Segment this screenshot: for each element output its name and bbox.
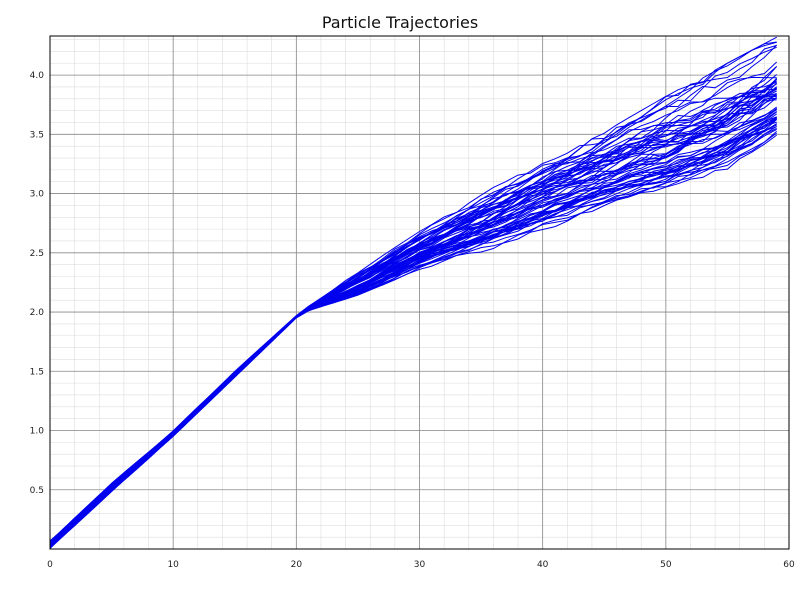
trajectory-line <box>49 118 777 548</box>
y-tick-label: 0.5 <box>30 486 44 496</box>
x-tick-label: 50 <box>660 560 672 570</box>
trajectory-line <box>49 134 777 548</box>
y-tick-label: 2.5 <box>30 249 44 259</box>
trajectory-line <box>49 44 778 544</box>
trajectory-line <box>49 132 777 548</box>
trajectory-line <box>49 66 778 543</box>
trajectory-line <box>49 113 777 548</box>
trajectory-line <box>49 125 777 548</box>
trajectory-line <box>49 119 778 547</box>
x-tick-label: 30 <box>414 560 426 570</box>
trajectory-line <box>49 44 777 543</box>
y-tick-label: 4.0 <box>30 71 45 81</box>
series-layer <box>49 36 778 549</box>
y-tick-label: 1.5 <box>30 367 44 377</box>
trajectory-line <box>49 116 777 547</box>
trajectory-line <box>49 90 777 545</box>
x-tick-label: 10 <box>167 560 179 570</box>
trajectory-line <box>49 111 778 548</box>
trajectory-line <box>49 108 778 547</box>
y-tick-label: 2.0 <box>30 308 45 318</box>
x-tick-label: 60 <box>783 560 795 570</box>
trajectory-line <box>49 127 777 549</box>
x-tick-label: 40 <box>537 560 549 570</box>
trajectory-line <box>49 82 778 546</box>
x-axis-ticks: 0 10 20 30 40 50 60 <box>47 560 795 570</box>
trajectory-line <box>49 97 777 546</box>
y-tick-label: 1.0 <box>30 427 45 437</box>
y-tick-label: 3.0 <box>30 190 45 200</box>
chart-title: Particle Trajectories <box>322 13 478 32</box>
trajectory-line <box>49 88 777 546</box>
trajectory-line <box>49 46 777 542</box>
trajectory-line <box>49 109 777 548</box>
x-tick-label: 20 <box>291 560 303 570</box>
trajectory-line <box>49 106 777 546</box>
y-axis-ticks: 0.5 1.0 1.5 2.0 2.5 3.0 3.5 4.0 <box>30 71 45 496</box>
trajectory-line <box>49 36 777 542</box>
plot-frame <box>49 35 790 550</box>
trajectory-line <box>49 128 777 549</box>
trajectory-line <box>49 126 777 549</box>
trajectory-line <box>49 97 778 547</box>
x-tick-label: 0 <box>47 560 53 570</box>
trajectory-line <box>49 78 778 543</box>
trajectory-line <box>49 99 777 546</box>
trajectory-line <box>49 66 778 543</box>
trajectory-line <box>49 77 778 545</box>
y-tick-label: 3.5 <box>30 130 44 140</box>
trajectory-line <box>49 41 777 543</box>
trajectory-line <box>49 41 777 543</box>
major-grid <box>49 36 790 549</box>
trajectory-line <box>49 76 777 544</box>
trajectory-line <box>49 117 778 549</box>
trajectory-line <box>49 124 777 549</box>
trajectory-line <box>49 109 777 546</box>
